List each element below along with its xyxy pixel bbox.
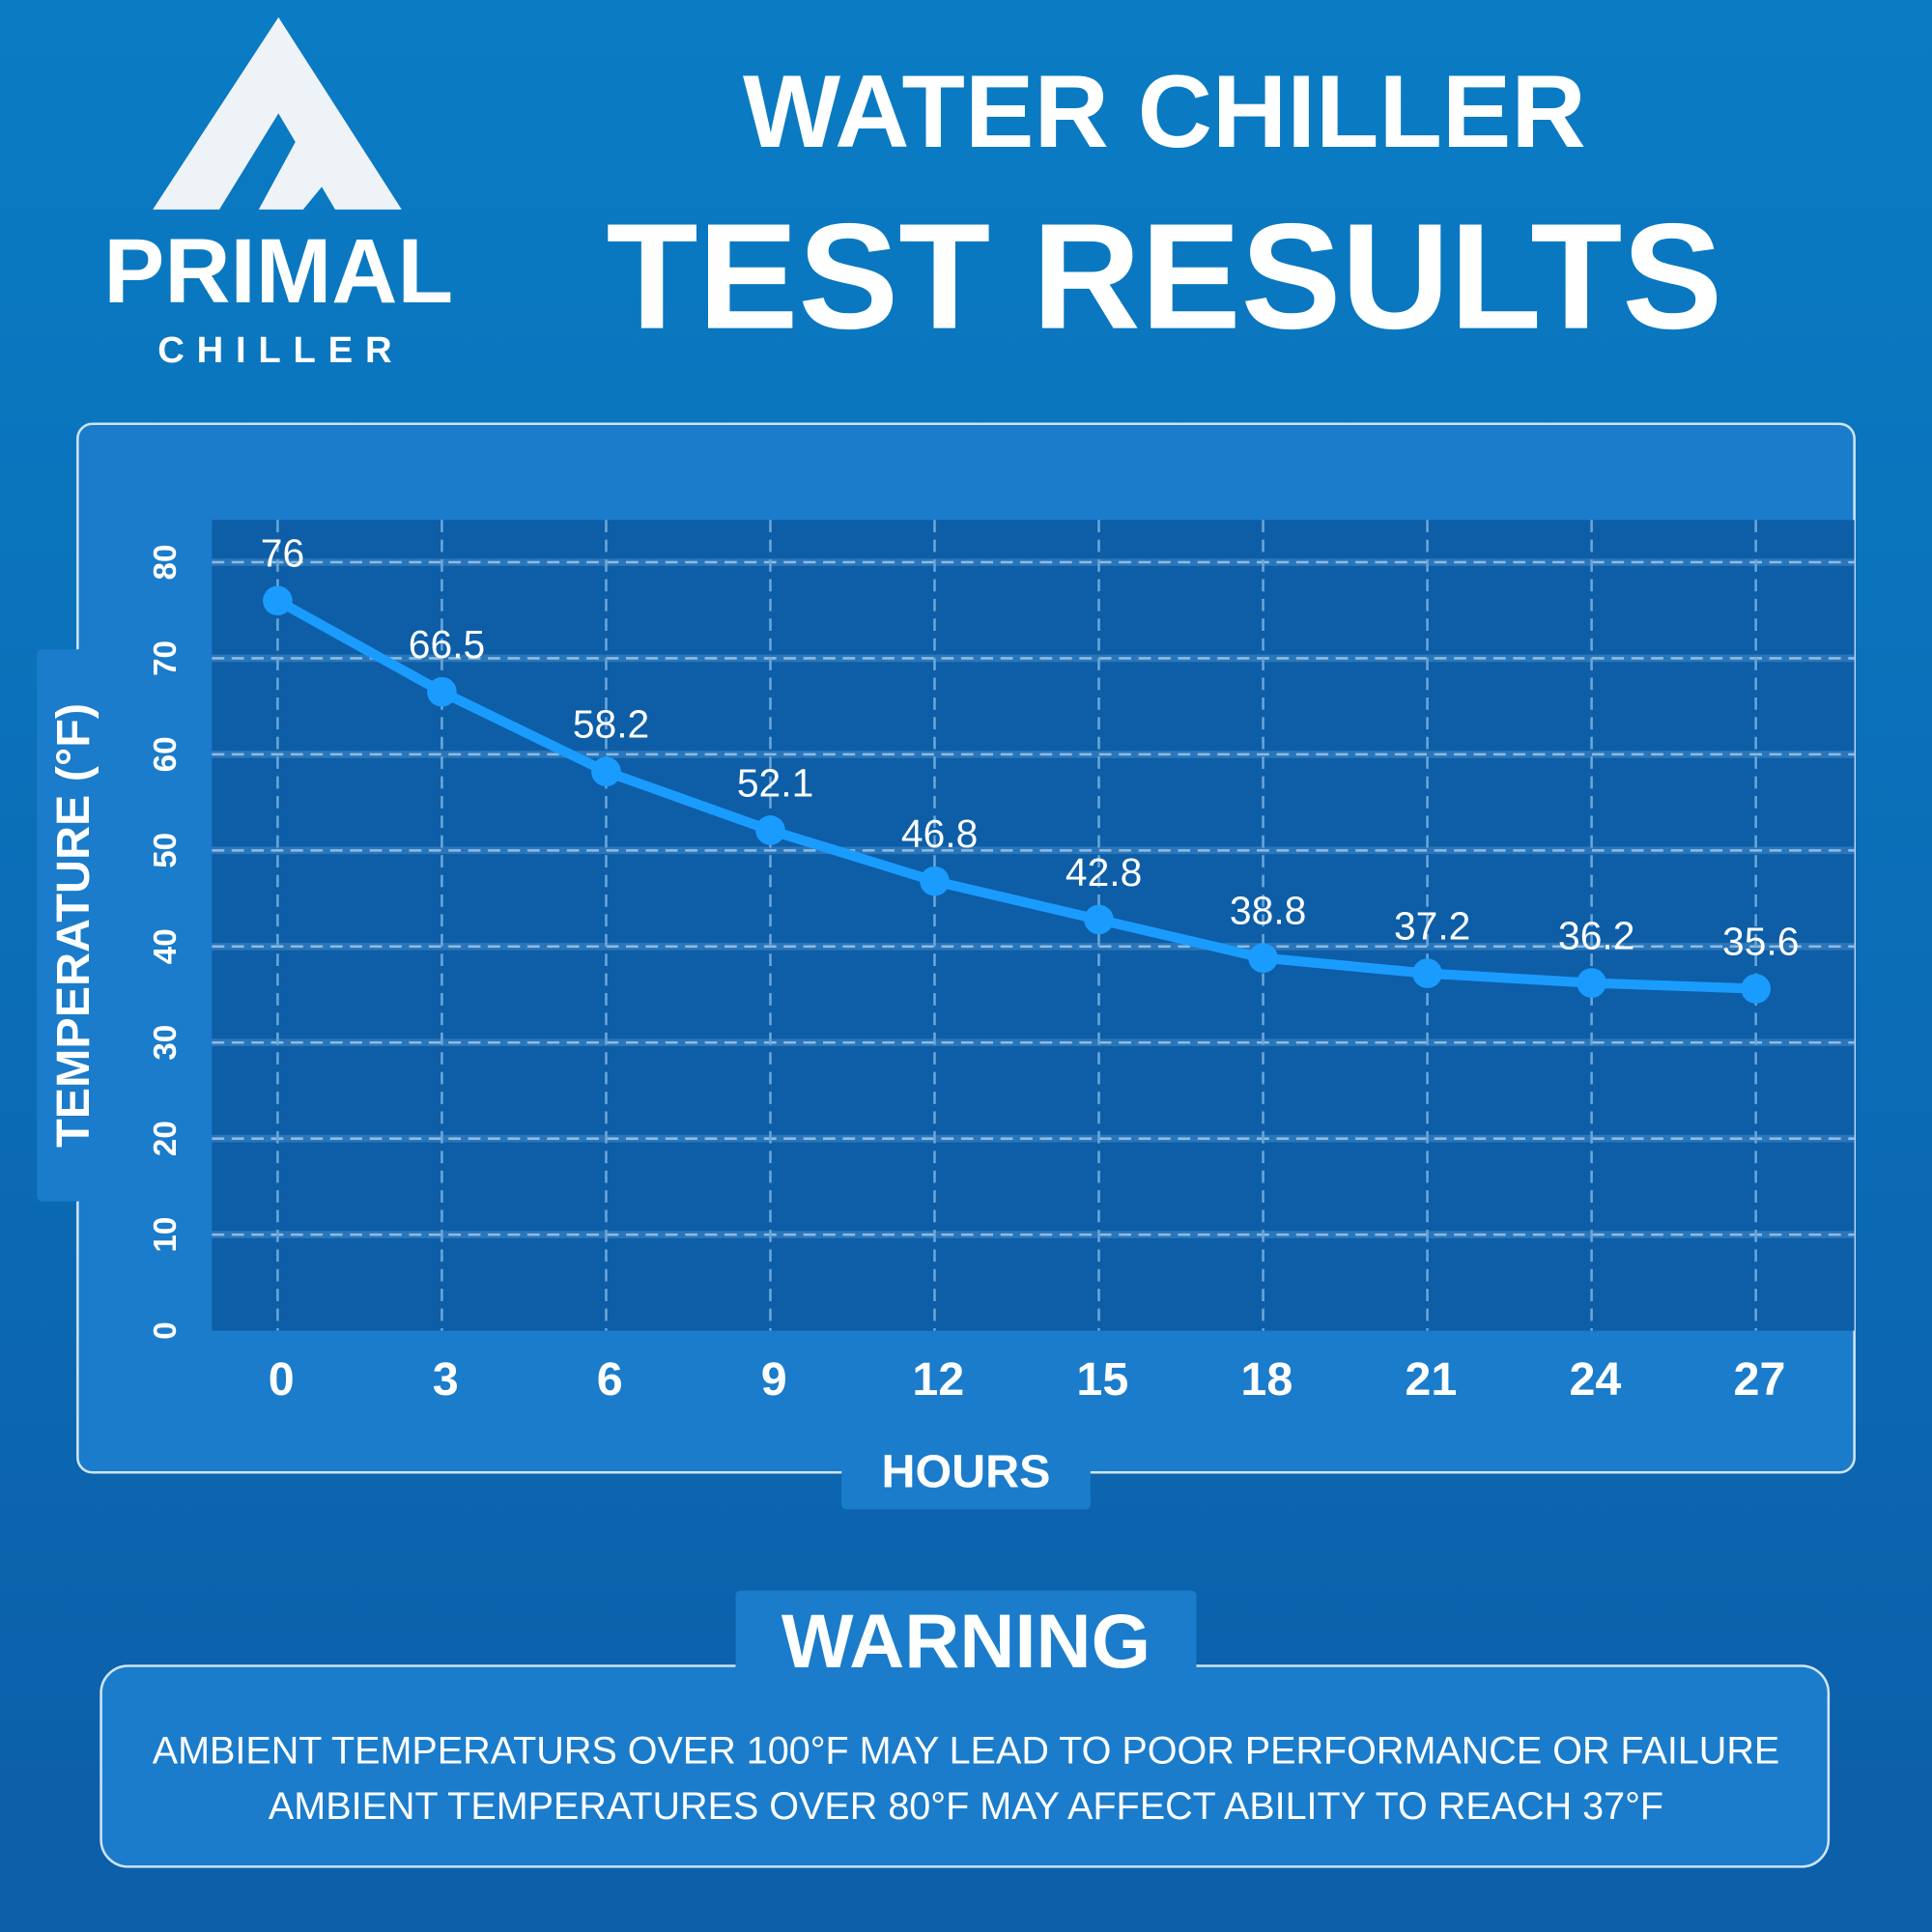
line bbox=[274, 596, 1756, 994]
x-tick-label: 27 bbox=[1734, 1353, 1786, 1406]
value-label: 66.5 bbox=[409, 622, 485, 667]
warning-title: WARNING bbox=[781, 1598, 1151, 1684]
y-tick-label: 10 bbox=[148, 1217, 184, 1253]
logo-mark bbox=[153, 16, 402, 210]
point bbox=[1084, 904, 1114, 935]
x-tick-label: 24 bbox=[1569, 1353, 1621, 1406]
x-tick-label: 6 bbox=[597, 1353, 623, 1406]
y-tick-label: 80 bbox=[148, 545, 184, 581]
y-tick-label: 20 bbox=[148, 1121, 184, 1156]
warning-title-box bbox=[735, 1590, 1197, 1705]
y-label-box bbox=[37, 649, 109, 1202]
point bbox=[427, 676, 457, 707]
value-label: 46.8 bbox=[901, 811, 978, 856]
warning-line: AMBIENT TEMPERATURES OVER 80°F MAY AFFEC… bbox=[269, 1785, 1663, 1828]
value-label: 38.8 bbox=[1230, 889, 1306, 933]
point bbox=[920, 866, 950, 896]
value-label: 42.8 bbox=[1065, 850, 1142, 895]
x-tick-label: 3 bbox=[433, 1353, 459, 1406]
x-tick-label: 18 bbox=[1240, 1353, 1293, 1406]
value-label: 76 bbox=[261, 531, 304, 576]
logo-name: PRIMAL bbox=[103, 221, 453, 323]
chart-title: WATER CHILLER bbox=[743, 53, 1586, 169]
point bbox=[591, 756, 621, 787]
point bbox=[1412, 958, 1442, 988]
y-tick-label: 30 bbox=[148, 1025, 184, 1061]
logo-sub: CHILLER bbox=[157, 329, 404, 371]
x-tick-label: 15 bbox=[1076, 1353, 1128, 1406]
x-tick-label: 0 bbox=[269, 1353, 295, 1406]
x-tick-label: 12 bbox=[912, 1353, 964, 1406]
point bbox=[1741, 974, 1771, 1004]
y-tick-label: 50 bbox=[148, 833, 184, 868]
x-tick-label: 9 bbox=[761, 1353, 787, 1406]
value-label: 58.2 bbox=[573, 702, 649, 747]
value-label: 35.6 bbox=[1722, 919, 1799, 963]
value-label: 36.2 bbox=[1558, 913, 1634, 957]
y-tick-label: 40 bbox=[148, 928, 184, 964]
point bbox=[263, 585, 293, 616]
value-label: 37.2 bbox=[1394, 903, 1470, 948]
point bbox=[1577, 968, 1606, 998]
x-tick-label: 21 bbox=[1405, 1353, 1457, 1406]
value-label: 52.1 bbox=[737, 760, 813, 805]
point bbox=[755, 815, 785, 845]
warning-line: AMBIENT TEMPERATURS OVER 100°F MAY LEAD … bbox=[153, 1729, 1780, 1772]
y-axis-label: TEMPERATURE (°F) bbox=[47, 703, 99, 1148]
y-tick-label: 0 bbox=[148, 1321, 184, 1339]
plot: 0 10 20 30 40 50 60 70 80 0 3 6 9 12 15 18 21 24 27 76 66.5 5… bbox=[148, 520, 1855, 1406]
x-label-box bbox=[841, 1435, 1091, 1510]
point bbox=[1248, 943, 1278, 974]
y-tick-label: 70 bbox=[148, 640, 184, 676]
x-axis-label: HOURS bbox=[882, 1446, 1051, 1498]
y-tick-label: 60 bbox=[148, 736, 184, 772]
chart-subtitle: TEST RESULTS bbox=[607, 192, 1723, 360]
